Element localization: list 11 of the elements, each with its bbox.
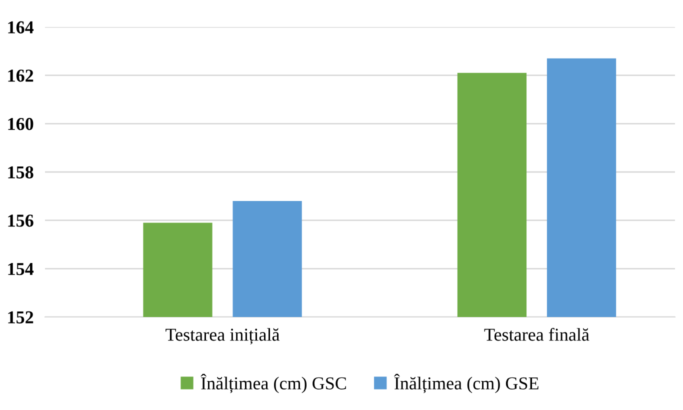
legend-label: Înălțimea (cm) GSE	[394, 374, 538, 394]
y-tick-label: 154	[8, 263, 34, 276]
y-tick-label: 162	[8, 70, 34, 82]
x-tick-label: Testarea inițială	[166, 328, 280, 344]
y-tick-label: 164	[8, 21, 34, 34]
legend-label: Înălțimea (cm) GSC	[200, 374, 346, 394]
y-tick-label: 158	[8, 166, 34, 178]
y-tick-label: 160	[8, 118, 34, 130]
y-tick-label: 156	[8, 214, 34, 227]
x-tick-label: Testarea finală	[484, 328, 590, 341]
y-tick-label: 152	[8, 311, 34, 324]
